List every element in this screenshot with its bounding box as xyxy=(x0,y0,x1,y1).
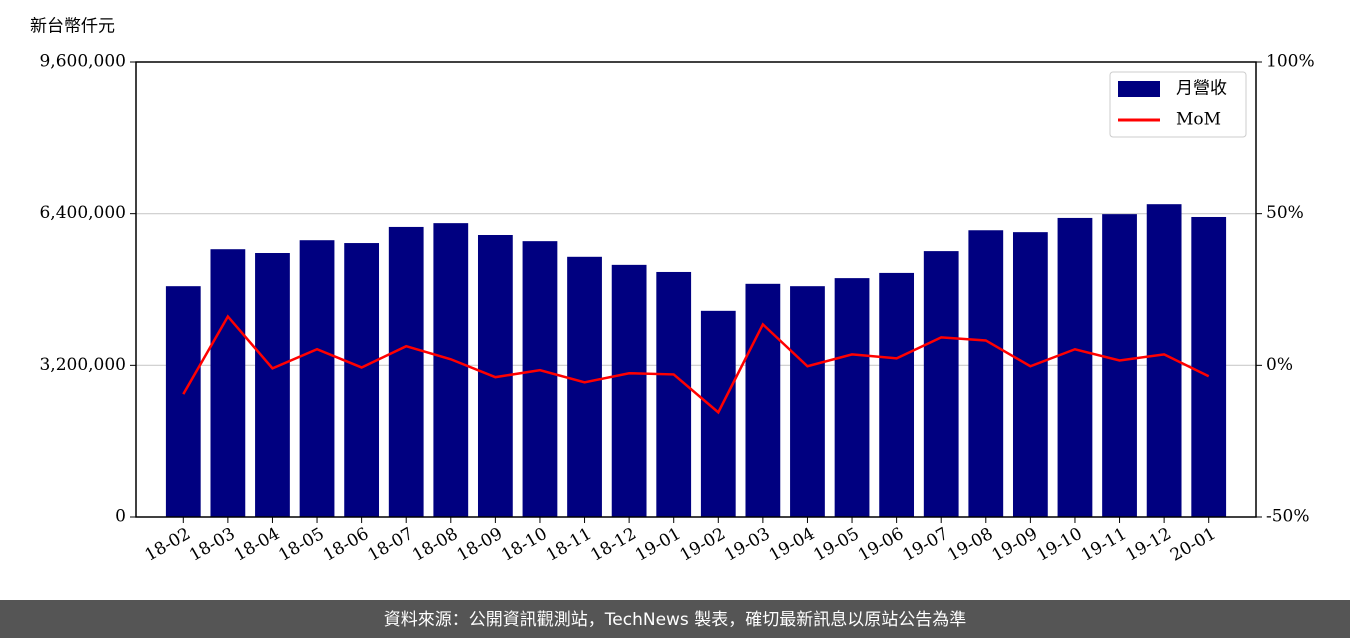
bar xyxy=(567,256,602,517)
y-tick-label: 6,400,000 xyxy=(39,203,126,223)
x-tick-label: 18-06 xyxy=(320,524,372,566)
legend-label: 月營收 xyxy=(1176,79,1227,99)
x-tick-label: 19-07 xyxy=(900,524,952,566)
footer-bar xyxy=(0,600,1350,638)
y-tick-label: 3,200,000 xyxy=(39,355,126,375)
bar xyxy=(1102,214,1137,517)
bar xyxy=(656,271,692,517)
x-tick-label: 18-05 xyxy=(275,524,327,566)
x-tick-label: 18-09 xyxy=(454,524,506,566)
x-tick-label: 19-06 xyxy=(855,524,907,566)
y2-tick-label: 50% xyxy=(1266,203,1304,223)
x-tick-label: 19-10 xyxy=(1033,524,1085,566)
bar xyxy=(210,249,246,517)
source-note: 資料來源：公開資訊觀測站，TechNews 製表，確切最新訊息以原站公告為準 xyxy=(384,610,966,630)
bar xyxy=(923,251,959,517)
x-tick-label: 18-11 xyxy=(543,524,595,566)
x-tick-label: 18-02 xyxy=(142,524,194,566)
bar xyxy=(522,241,558,517)
bar xyxy=(299,240,335,518)
bar xyxy=(344,243,380,518)
y-tick-label: 0 xyxy=(115,507,126,527)
x-tick-label: 19-04 xyxy=(766,524,818,566)
bar xyxy=(1191,216,1227,517)
bar xyxy=(1057,217,1093,517)
x-tick-label: 19-11 xyxy=(1078,524,1130,566)
bar xyxy=(1012,232,1048,517)
x-tick-label: 18-03 xyxy=(186,524,238,566)
bar xyxy=(968,230,1004,518)
line xyxy=(182,314,1210,415)
y-tick-label: 9,600,000 xyxy=(39,52,126,72)
x-tick-label: 18-07 xyxy=(365,524,417,566)
y2-tick-label: 0% xyxy=(1266,355,1293,375)
x-tick-label: 18-04 xyxy=(231,524,283,566)
bar xyxy=(790,286,825,517)
bar xyxy=(834,278,870,517)
x-tick-label: 19-05 xyxy=(810,524,862,566)
x-tick-label: 20-01 xyxy=(1167,524,1219,566)
legend-swatch xyxy=(1118,81,1160,97)
y2-tick-label: 100% xyxy=(1266,52,1315,72)
bar xyxy=(388,226,424,517)
x-tick-label: 18-10 xyxy=(498,524,550,566)
x-tick-label: 19-02 xyxy=(677,524,729,566)
bar xyxy=(611,264,647,517)
x-tick-label: 18-12 xyxy=(587,524,639,566)
x-tick-label: 19-08 xyxy=(944,524,996,566)
x-tick-label: 19-03 xyxy=(721,524,773,566)
plot-frame xyxy=(135,61,1257,518)
y2-tick-label: -50% xyxy=(1266,507,1310,527)
bar xyxy=(745,283,781,517)
y-axis-label: 新台幣仟元 xyxy=(30,17,115,37)
bar xyxy=(879,272,915,517)
x-tick-label: 19-12 xyxy=(1122,524,1174,566)
bar xyxy=(165,286,201,517)
bar xyxy=(433,223,469,518)
x-tick-label: 19-01 xyxy=(632,524,684,566)
x-tick-label: 19-09 xyxy=(989,524,1041,566)
bar xyxy=(255,253,290,518)
x-tick-label: 18-08 xyxy=(409,524,461,566)
legend-label: MoM xyxy=(1176,110,1221,130)
